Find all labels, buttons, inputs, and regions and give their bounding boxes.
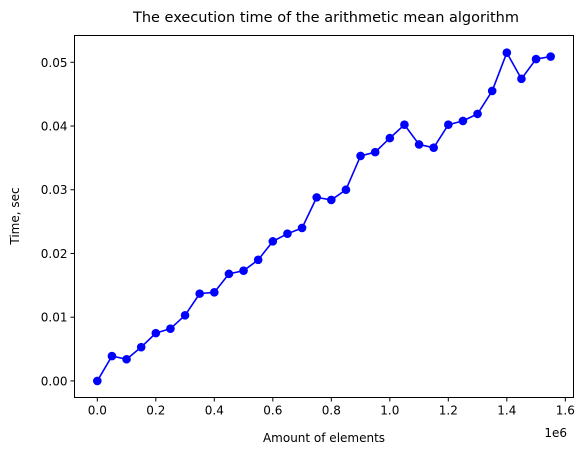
data-point bbox=[107, 351, 117, 361]
data-point bbox=[414, 140, 424, 149]
x-tick-label: 0.2 bbox=[146, 404, 165, 418]
y-tick-label: 0.01 bbox=[41, 311, 68, 325]
x-tick-label: 1.4 bbox=[497, 404, 516, 418]
data-point bbox=[473, 109, 482, 119]
y-tick-label: 0.00 bbox=[41, 374, 68, 388]
y-tick-label: 0.03 bbox=[41, 183, 68, 197]
x-tick-label: 0.8 bbox=[322, 404, 341, 418]
data-point bbox=[297, 223, 307, 233]
data-point bbox=[356, 151, 365, 161]
x-tick-label: 0.6 bbox=[263, 404, 282, 418]
data-point bbox=[210, 288, 219, 297]
data-point bbox=[166, 324, 175, 333]
data-point bbox=[400, 120, 409, 130]
data-point bbox=[341, 185, 351, 195]
data-point bbox=[180, 310, 190, 320]
y-axis-label: Time, sec bbox=[8, 187, 22, 245]
data-point bbox=[195, 289, 204, 298]
data-point bbox=[239, 266, 248, 275]
data-point bbox=[444, 120, 453, 130]
data-point bbox=[122, 354, 131, 364]
data-point bbox=[458, 116, 468, 126]
ticks-layer: 0.0 0.2 0.4 0.6 0.8 1.0 1.2 1.4 1.6 0.00 0.01 0.02 0… bbox=[41, 56, 575, 418]
data-point bbox=[224, 269, 234, 279]
data-point bbox=[370, 147, 380, 157]
data-point bbox=[312, 193, 321, 202]
x-tick-label: 1.2 bbox=[439, 404, 458, 418]
data-point bbox=[136, 342, 146, 352]
x-axis-label: Amount of elements bbox=[263, 431, 385, 445]
data-point bbox=[151, 328, 161, 338]
data-point bbox=[268, 237, 278, 246]
x-axis-offset-text: 1e6 bbox=[544, 426, 567, 440]
data-point bbox=[253, 255, 263, 265]
data-point bbox=[546, 52, 555, 61]
y-tick-label: 0.02 bbox=[41, 247, 68, 261]
data-point bbox=[327, 195, 336, 205]
data-point bbox=[487, 86, 497, 96]
data-point bbox=[517, 74, 526, 84]
x-tick-label: 1.0 bbox=[380, 404, 399, 418]
plot-frame bbox=[74, 35, 574, 398]
data-point bbox=[385, 133, 395, 143]
chart-title: The execution time of the arithmetic mea… bbox=[132, 10, 519, 26]
y-tick-label: 0.04 bbox=[41, 120, 68, 134]
data-point bbox=[93, 376, 102, 386]
x-tick-label: 1.6 bbox=[556, 404, 575, 418]
series-layer bbox=[93, 48, 555, 386]
data-point bbox=[429, 143, 438, 152]
data-point bbox=[531, 54, 541, 64]
data-point bbox=[283, 229, 292, 239]
x-tick-label: 0.0 bbox=[88, 404, 107, 418]
y-tick-label: 0.05 bbox=[41, 56, 68, 70]
x-tick-label: 0.4 bbox=[205, 404, 224, 418]
data-point bbox=[502, 48, 512, 58]
